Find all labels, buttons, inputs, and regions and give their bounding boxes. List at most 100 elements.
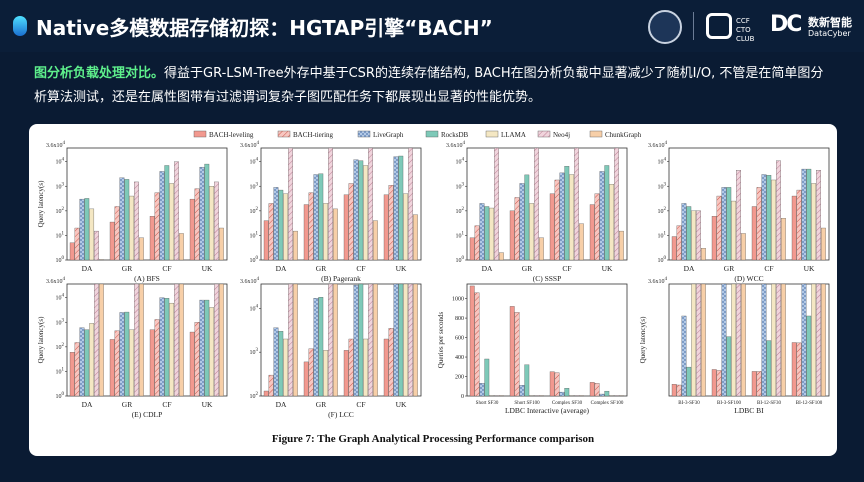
legend-swatch (425, 130, 439, 138)
y-tick-label: 800 (455, 316, 464, 322)
x-tick-label: Complex SF100 (591, 401, 624, 406)
bar-rocksdb (204, 299, 210, 397)
legend-swatch-hatch (538, 131, 550, 137)
legend-label: LiveGraph (373, 131, 404, 139)
bar-chunkgraph (780, 283, 786, 397)
y-tick-label: 100 (456, 256, 465, 264)
bar-bach-leveling (549, 371, 555, 397)
bar-hatch (74, 342, 80, 396)
x-tick-label: UK (396, 400, 407, 409)
y-tick-label: 104 (56, 158, 65, 166)
ccf-cto-club-logo (706, 13, 732, 39)
legend-label: RocksDB (441, 131, 469, 139)
bar-llama (609, 395, 615, 397)
x-tick-label: Short SF100 (514, 401, 540, 406)
y-tick-label: 103 (250, 348, 259, 356)
chart-panel-ldbc-bi: 3.6x104 Query latency(s) BI-3-SF30 BI-3-SF1… (639, 277, 830, 415)
bar-hatch (681, 315, 687, 396)
bar-hatch (716, 196, 722, 260)
bar-bach-leveling (383, 194, 389, 261)
bar-llama (403, 283, 409, 397)
bar-bach-leveling (343, 194, 349, 261)
bar-bach-leveling (149, 329, 155, 397)
y-tick-label: 102 (658, 207, 667, 215)
bar-chunkgraph (332, 208, 338, 261)
bar-rocksdb (398, 155, 404, 261)
bar-chunkgraph (372, 283, 378, 397)
bar-hatch (816, 284, 821, 396)
bar-hatch (313, 174, 319, 260)
bar-hatch (94, 231, 99, 260)
bar-hatch (134, 181, 139, 260)
bar-rocksdb (524, 364, 530, 397)
bar-llama (363, 165, 369, 261)
bar-llama (771, 179, 777, 261)
bar-bach-leveling (469, 237, 475, 261)
plot-frame (66, 147, 228, 261)
bar-hatch (214, 181, 219, 260)
bar-hatch (388, 328, 394, 396)
x-tick-label: DA (82, 400, 93, 409)
x-tick-label: CF (162, 264, 171, 273)
bar-hatch (594, 193, 600, 260)
bar-llama (323, 350, 329, 397)
bar-hatch (79, 199, 85, 260)
chart-panel-lcc: 102 103 104 3.6x104 DA GR CF UK (F) LCC (240, 277, 422, 419)
plot-frame (466, 283, 628, 397)
y-top-label: 3.6x104 (648, 141, 668, 149)
bar-chunkgraph (138, 283, 144, 397)
logo-divider (693, 12, 694, 40)
bar-hatch (756, 371, 762, 396)
bar-hatch (816, 170, 821, 260)
bar-chunkgraph (538, 395, 544, 397)
header-bar: Native多模数据存储初探：HGTAP引擎“BACH” CCF CTO CLU… (0, 0, 864, 52)
y-tick-label: 100 (56, 256, 65, 264)
bar-rocksdb (318, 297, 324, 397)
bar-hatch (368, 284, 373, 396)
bar-chunkgraph (820, 227, 826, 261)
bar-llama (529, 395, 535, 397)
x-tick-label: GR (522, 264, 532, 273)
y-tick-label: 104 (250, 158, 259, 166)
bar-chunkgraph (700, 248, 706, 261)
bar-hatch (479, 203, 485, 260)
bar-hatch (776, 284, 781, 396)
bar-hatch (174, 284, 179, 396)
bar-rocksdb (564, 388, 570, 397)
bar-hatch (614, 148, 619, 260)
chart-panel-bfs: 100 101 102 103 104 3.6x104 Query latency(s) DA… (37, 141, 228, 283)
bar-hatch (599, 171, 605, 260)
bar-rocksdb (124, 179, 130, 261)
y-tick-label: 100 (56, 392, 65, 400)
chart-title: (B) Pagerank (321, 274, 361, 283)
bar-llama (609, 184, 615, 261)
bar-chunkgraph (498, 252, 504, 261)
plot-frame (260, 283, 422, 397)
bar-rocksdb (806, 315, 812, 397)
bar-hatch (348, 338, 354, 396)
x-tick-label: BI-12-SF100 (796, 401, 823, 406)
legend-label: ChunkGraph (605, 131, 642, 139)
x-tick-label: DA (276, 400, 287, 409)
legend-swatch (485, 130, 499, 138)
bar-rocksdb (124, 311, 130, 397)
description-text: 得益于GR-LSM-Tree外存中基于CSR的连续存储结构, BACH在图分析负… (34, 66, 824, 105)
y-top-label: 3.6x104 (46, 141, 66, 149)
bar-rocksdb (164, 165, 170, 261)
y-top-label: 3.6x104 (648, 277, 668, 285)
bar-llama (89, 323, 95, 397)
legend-swatch-hatch (358, 131, 370, 137)
x-tick-label: Short SF30 (476, 401, 499, 406)
bar-hatch (574, 148, 579, 260)
legend-swatch-hatch (278, 131, 290, 137)
y-tick-label: 103 (56, 318, 65, 326)
x-tick-label: BI-3-SF30 (678, 401, 700, 406)
bar-chunkgraph (538, 237, 544, 261)
figure-caption: Figure 7: The Graph Analytical Processin… (272, 433, 594, 445)
bar-hatch (559, 172, 565, 260)
x-tick-label: GR (316, 264, 326, 273)
bar-hatch (474, 225, 480, 260)
bar-llama (489, 395, 495, 397)
bar-bach-leveling (791, 195, 797, 261)
bar-bach-leveling (303, 361, 309, 397)
